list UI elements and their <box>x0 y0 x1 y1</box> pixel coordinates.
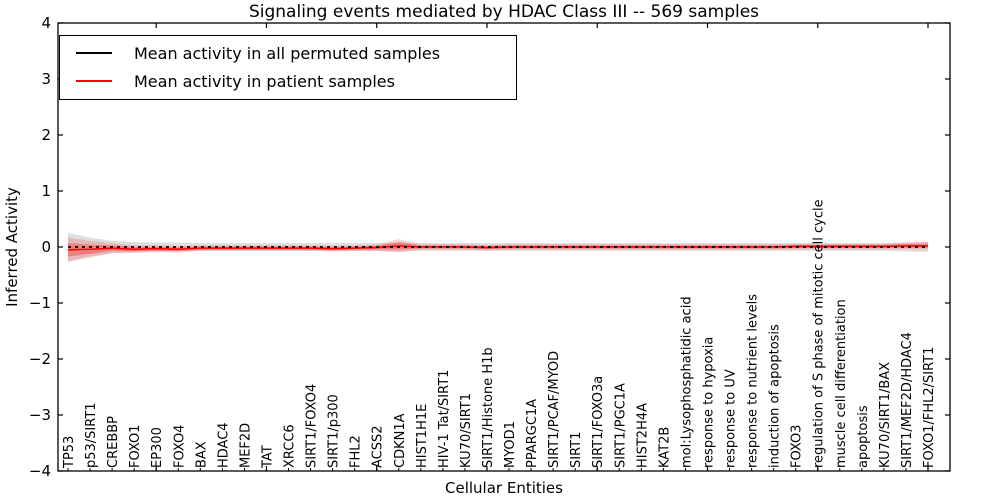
x-tick-label: SIRT1 <box>569 432 584 468</box>
x-tick-label: CDKN1A <box>393 413 408 468</box>
x-tick-label: SIRT1/PCAF/MYOD <box>547 351 562 468</box>
x-tick-label: FOXO4 <box>172 425 187 468</box>
y-tick-label: 3 <box>41 70 51 88</box>
x-axis-label: Cellular Entities <box>445 479 563 497</box>
x-tick-label: PPARGC1A <box>525 399 540 468</box>
x-tick-label: apoptosis <box>856 405 871 468</box>
x-tick-label: BAX <box>194 441 209 468</box>
y-tick-label: −2 <box>29 350 51 368</box>
x-tick-label: KAT2B <box>657 427 672 468</box>
x-tick-label: SIRT1/FOXO4 <box>305 384 320 468</box>
x-tick-label: response to nutrient levels <box>746 294 761 468</box>
y-tick-label: 2 <box>41 126 51 144</box>
x-tick-label: ACSS2 <box>371 425 386 468</box>
y-tick-label: −4 <box>29 462 51 480</box>
legend-line-red-icon <box>76 80 112 82</box>
x-tick-label: SIRT1/FOXO3a <box>591 376 606 468</box>
x-tick-label: induction of apoptosis <box>768 324 783 468</box>
x-tick-label: KU70/SIRT1 <box>459 393 474 468</box>
x-tick-label: response to hypoxia <box>701 337 716 468</box>
x-tick-label: HDAC4 <box>216 422 231 468</box>
legend-item-permuted: Mean activity in all permuted samples <box>60 39 516 67</box>
confidence-band <box>68 242 928 257</box>
x-tick-label: FHL2 <box>349 435 364 468</box>
y-tick-label: 0 <box>41 238 51 256</box>
x-tick-label: HIV-1 Tat/SIRT1 <box>437 370 452 468</box>
x-tick-label: muscle cell differentiation <box>834 299 849 468</box>
legend-line-black-icon <box>76 52 112 54</box>
x-tick-label: MEF2D <box>238 423 253 468</box>
x-tick-label: CREBBP <box>106 416 121 468</box>
x-tick-label: p53/SIRT1 <box>84 402 99 468</box>
x-tick-label: XRCC6 <box>283 424 298 468</box>
x-tick-label: HIST1H1E <box>415 404 430 468</box>
x-tick-label: SIRT1/Histone H1b <box>481 347 496 468</box>
x-tick-label: KU70/SIRT1/BAX <box>878 362 893 468</box>
legend-label-permuted: Mean activity in all permuted samples <box>134 43 441 63</box>
x-tick-label: response to UV <box>724 369 739 468</box>
x-tick-label: FOXO1/FHL2/SIRT1 <box>922 347 937 468</box>
x-tick-label: EP300 <box>150 427 165 468</box>
x-tick-label: mol:Lysophosphatidic acid <box>679 296 694 468</box>
legend: Mean activity in all permuted samples Me… <box>59 35 517 100</box>
y-tick-label: 1 <box>41 182 51 200</box>
x-tick-label: HIST2H4A <box>635 403 650 468</box>
x-tick-label: TAT <box>260 445 275 469</box>
legend-item-patient: Mean activity in patient samples <box>60 67 516 95</box>
confidence-band <box>68 237 928 263</box>
chart-title: Signaling events mediated by HDAC Class … <box>248 2 760 22</box>
y-tick-label: −1 <box>29 294 51 312</box>
x-tick-label: regulation of S phase of mitotic cell cy… <box>812 199 827 468</box>
x-tick-label: FOXO3 <box>790 425 805 468</box>
legend-label-patient: Mean activity in patient samples <box>134 71 395 91</box>
x-tick-label: MYOD1 <box>503 421 518 468</box>
x-tick-label: FOXO1 <box>128 425 143 468</box>
x-tick-label: TP53 <box>62 436 77 469</box>
x-tick-label: SIRT1/PGC1A <box>613 383 628 468</box>
x-tick-label: SIRT1/p300 <box>327 394 342 468</box>
x-tick-label: SIRT1/MEF2D/HDAC4 <box>900 332 915 468</box>
y-tick-label: 4 <box>41 14 51 32</box>
y-tick-label: −3 <box>29 406 51 424</box>
